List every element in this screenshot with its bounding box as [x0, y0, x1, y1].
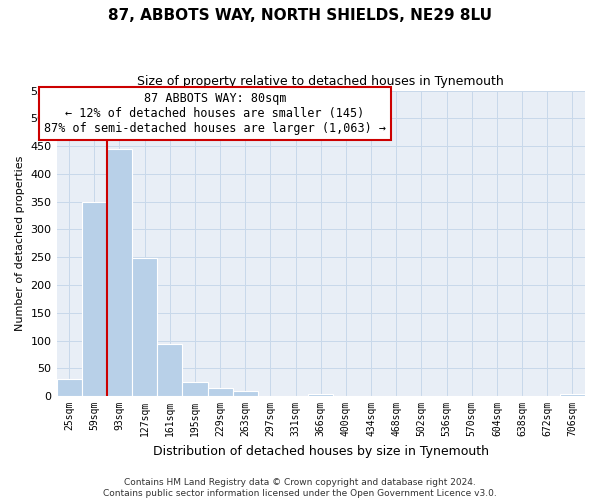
- Bar: [233, 391, 258, 396]
- Bar: [56, 380, 82, 396]
- Text: 87 ABBOTS WAY: 80sqm
← 12% of detached houses are smaller (145)
87% of semi-deta: 87 ABBOTS WAY: 80sqm ← 12% of detached h…: [44, 92, 386, 135]
- Bar: [157, 344, 182, 396]
- Y-axis label: Number of detached properties: Number of detached properties: [15, 156, 25, 331]
- Bar: [208, 388, 233, 396]
- X-axis label: Distribution of detached houses by size in Tynemouth: Distribution of detached houses by size …: [153, 444, 489, 458]
- Bar: [132, 258, 157, 396]
- Bar: [82, 202, 107, 396]
- Bar: [182, 382, 208, 396]
- Bar: [107, 149, 132, 396]
- Bar: [560, 394, 585, 396]
- Title: Size of property relative to detached houses in Tynemouth: Size of property relative to detached ho…: [137, 75, 504, 88]
- Text: 87, ABBOTS WAY, NORTH SHIELDS, NE29 8LU: 87, ABBOTS WAY, NORTH SHIELDS, NE29 8LU: [108, 8, 492, 22]
- Bar: [308, 394, 334, 396]
- Text: Contains HM Land Registry data © Crown copyright and database right 2024.
Contai: Contains HM Land Registry data © Crown c…: [103, 478, 497, 498]
